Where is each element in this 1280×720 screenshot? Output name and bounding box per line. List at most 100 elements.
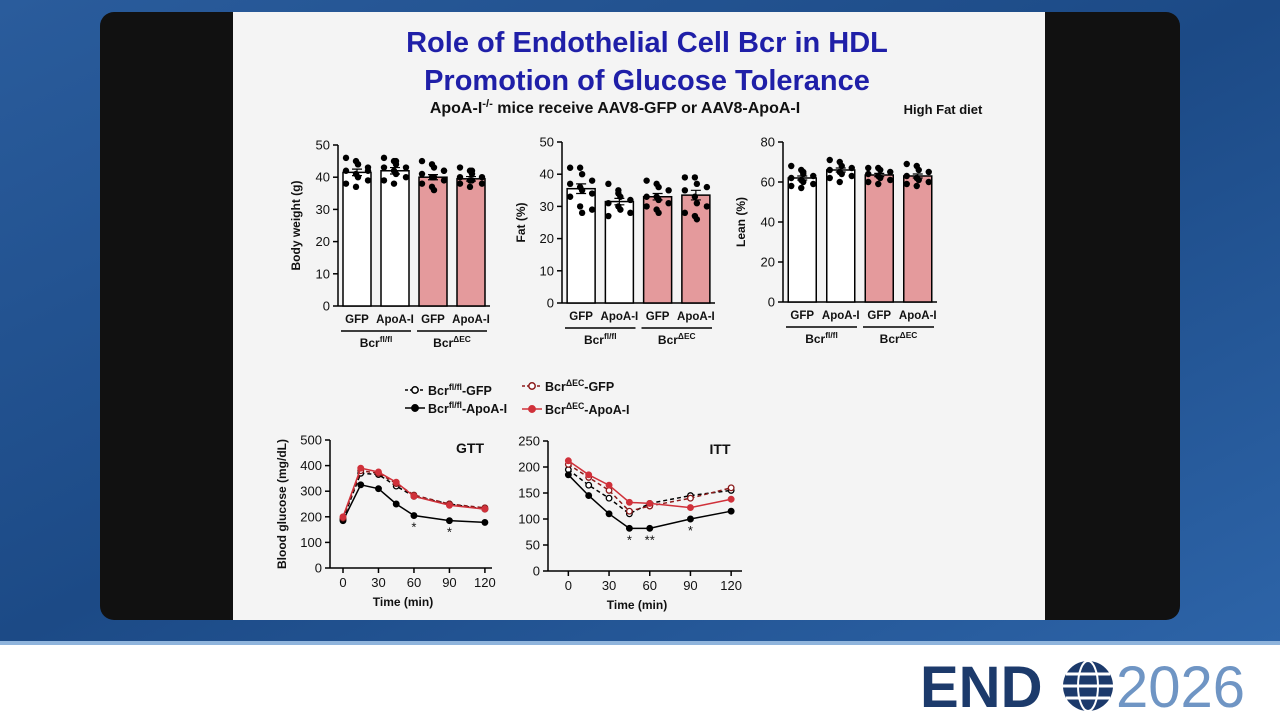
- y-tick-label: 10: [540, 263, 554, 278]
- y-tick-label: 20: [761, 255, 775, 270]
- data-point: [877, 174, 884, 182]
- data-point: [838, 162, 845, 170]
- y-tick-label: 50: [540, 135, 554, 150]
- series-marker: [585, 471, 593, 479]
- y-tick-label: 50: [316, 138, 330, 153]
- superscript: ΔEC: [566, 378, 585, 388]
- series-marker: [625, 507, 633, 515]
- significance: *: [627, 532, 632, 547]
- data-point: [605, 180, 612, 188]
- y-tick-label: 40: [316, 170, 330, 185]
- data-point: [788, 162, 795, 170]
- bar: [903, 175, 933, 303]
- series-marker: [727, 507, 735, 515]
- data-point: [887, 176, 894, 184]
- series-marker: [585, 481, 593, 489]
- x-tick-label: 90: [442, 575, 456, 590]
- series-marker: [392, 478, 400, 486]
- data-point: [788, 182, 795, 190]
- x-tick-label: ApoA-I: [376, 314, 414, 326]
- data-point: [402, 164, 410, 171]
- x-tick-label: 120: [720, 578, 742, 593]
- legend-marker: [411, 404, 419, 412]
- data-point: [380, 177, 388, 184]
- superscript: fl/fl: [449, 382, 462, 392]
- data-point: [566, 164, 574, 171]
- data-point: [798, 184, 805, 192]
- data-point: [693, 216, 701, 223]
- data-point: [354, 161, 362, 168]
- y-tick-label: 40: [761, 215, 775, 230]
- data-point: [430, 174, 438, 181]
- series-marker: [727, 484, 735, 492]
- y-tick-label: 0: [547, 296, 554, 311]
- x-tick-label: 0: [565, 578, 572, 593]
- data-point: [430, 186, 438, 194]
- data-point: [380, 164, 388, 171]
- significance: *: [411, 520, 416, 535]
- data-point: [466, 183, 474, 191]
- data-point: [418, 170, 426, 178]
- data-point: [566, 180, 574, 188]
- data-point: [877, 166, 884, 174]
- series-marker: [410, 512, 418, 519]
- x-tick-label: GFP: [345, 314, 369, 326]
- superscript: fl/fl: [604, 331, 617, 341]
- data-point: [681, 209, 689, 217]
- series-marker: [445, 501, 453, 509]
- legend-marker: [528, 405, 536, 413]
- data-point: [456, 164, 464, 171]
- data-point: [588, 190, 596, 197]
- data-point: [865, 178, 872, 186]
- x-tick-label: GFP: [867, 310, 891, 322]
- data-point: [342, 180, 350, 187]
- data-point: [655, 183, 662, 191]
- data-point: [456, 174, 464, 181]
- superscript: ΔEC: [566, 401, 585, 411]
- x-tick-label: 90: [683, 578, 697, 593]
- data-point: [627, 209, 634, 217]
- bar: [864, 174, 894, 303]
- x-axis-label: Time (min): [607, 598, 667, 612]
- chart-title: GTT: [456, 440, 484, 456]
- x-tick-label: 30: [371, 575, 385, 590]
- y-tick-label: 40: [540, 167, 554, 182]
- y-tick-label: 50: [526, 538, 540, 553]
- data-point: [643, 203, 650, 210]
- bar: [380, 170, 410, 307]
- y-tick-label: 0: [768, 295, 775, 310]
- bar: [787, 177, 817, 303]
- logo-globe: [1063, 660, 1113, 712]
- series-marker: [357, 481, 365, 489]
- superscript: ΔEC: [453, 334, 471, 344]
- legend-marker: [528, 382, 536, 390]
- data-point: [925, 178, 932, 186]
- data-point: [903, 160, 910, 168]
- series-marker: [392, 500, 400, 508]
- data-point: [655, 196, 662, 204]
- y-tick-label: 400: [300, 458, 322, 473]
- data-point: [655, 209, 662, 217]
- data-point: [478, 180, 486, 187]
- data-point: [418, 157, 426, 165]
- series-marker: [481, 505, 489, 513]
- superscript: fl/fl: [449, 400, 462, 410]
- superscript: fl/fl: [825, 330, 838, 340]
- bar: [826, 169, 856, 303]
- group-label: BcrΔEC: [433, 334, 471, 350]
- bar: [342, 171, 372, 307]
- data-point: [875, 180, 882, 188]
- legend-label: Bcrfl/fl-ApoA-I: [428, 400, 507, 416]
- x-tick-label: 30: [602, 578, 616, 593]
- significance: *: [688, 523, 693, 538]
- y-tick-label: 100: [518, 512, 540, 527]
- data-point: [887, 168, 894, 176]
- y-tick-label: 300: [300, 484, 322, 499]
- y-tick-label: 60: [761, 175, 775, 190]
- data-point: [588, 206, 596, 213]
- legend-label: BcrΔEC-ApoA-I: [545, 401, 629, 417]
- y-tick-label: 20: [316, 234, 330, 249]
- data-point: [665, 187, 672, 194]
- data-point: [342, 154, 350, 162]
